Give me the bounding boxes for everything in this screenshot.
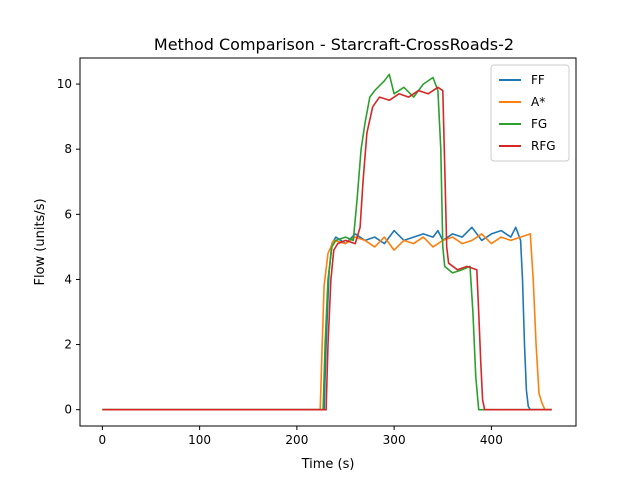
y-tick-label: 8 bbox=[64, 142, 72, 156]
legend: FF A* FG RFG bbox=[490, 64, 570, 162]
legend-label-fg: FG bbox=[531, 117, 547, 131]
series-line-rfg bbox=[102, 86, 552, 411]
x-tick-label: 400 bbox=[480, 433, 503, 447]
y-tick-label: 4 bbox=[64, 272, 72, 286]
x-axis-label: Time (s) bbox=[301, 457, 355, 472]
legend-label-a: A* bbox=[531, 95, 545, 109]
y-axis-label: Flow (units/s) bbox=[33, 198, 48, 285]
x-tick-label: 0 bbox=[99, 433, 107, 447]
legend-label-rfg: RFG bbox=[531, 139, 556, 153]
x-tick-label: 200 bbox=[285, 433, 308, 447]
plot-area-frame bbox=[79, 57, 577, 427]
chart-title: Method Comparison - Starcraft-CrossRoads… bbox=[154, 35, 514, 54]
series-line-fg bbox=[102, 73, 552, 411]
x-tick-label: 300 bbox=[383, 433, 406, 447]
legend-label-ff: FF bbox=[531, 73, 545, 87]
y-tick-label: 0 bbox=[64, 403, 72, 417]
x-tick-label: 100 bbox=[188, 433, 211, 447]
y-tick-label: 6 bbox=[64, 207, 72, 221]
y-tick-label: 10 bbox=[57, 77, 72, 91]
y-tick-label: 2 bbox=[64, 338, 72, 352]
legend-box bbox=[490, 64, 570, 162]
